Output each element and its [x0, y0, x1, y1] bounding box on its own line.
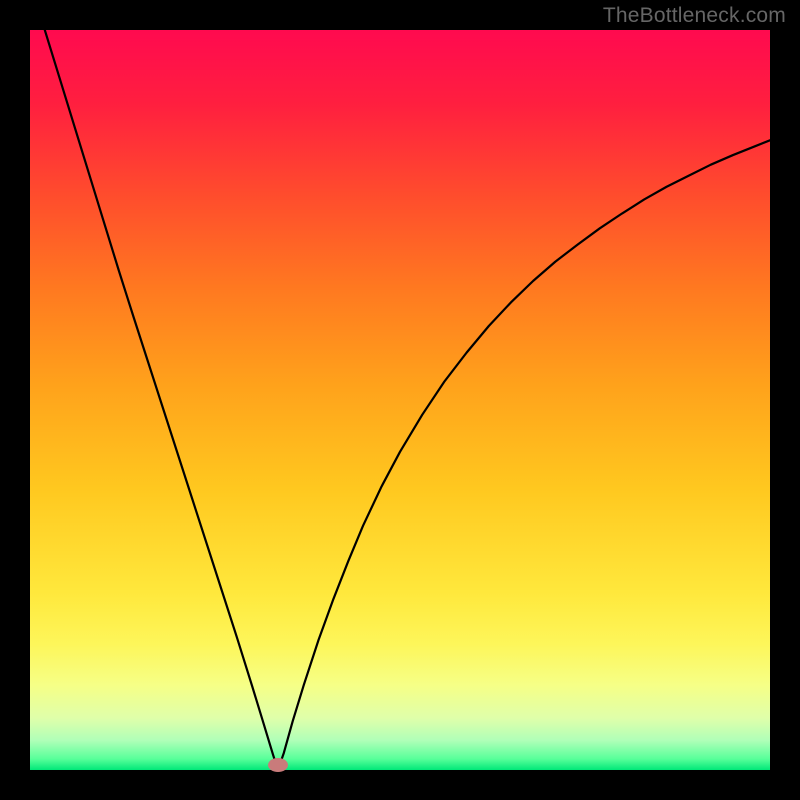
curve-svg [30, 30, 770, 770]
watermark-text: TheBottleneck.com [603, 4, 786, 28]
optimal-point-marker [268, 758, 288, 772]
plot-area [30, 30, 770, 770]
bottleneck-curve [45, 30, 770, 770]
chart-container: TheBottleneck.com [0, 0, 800, 800]
